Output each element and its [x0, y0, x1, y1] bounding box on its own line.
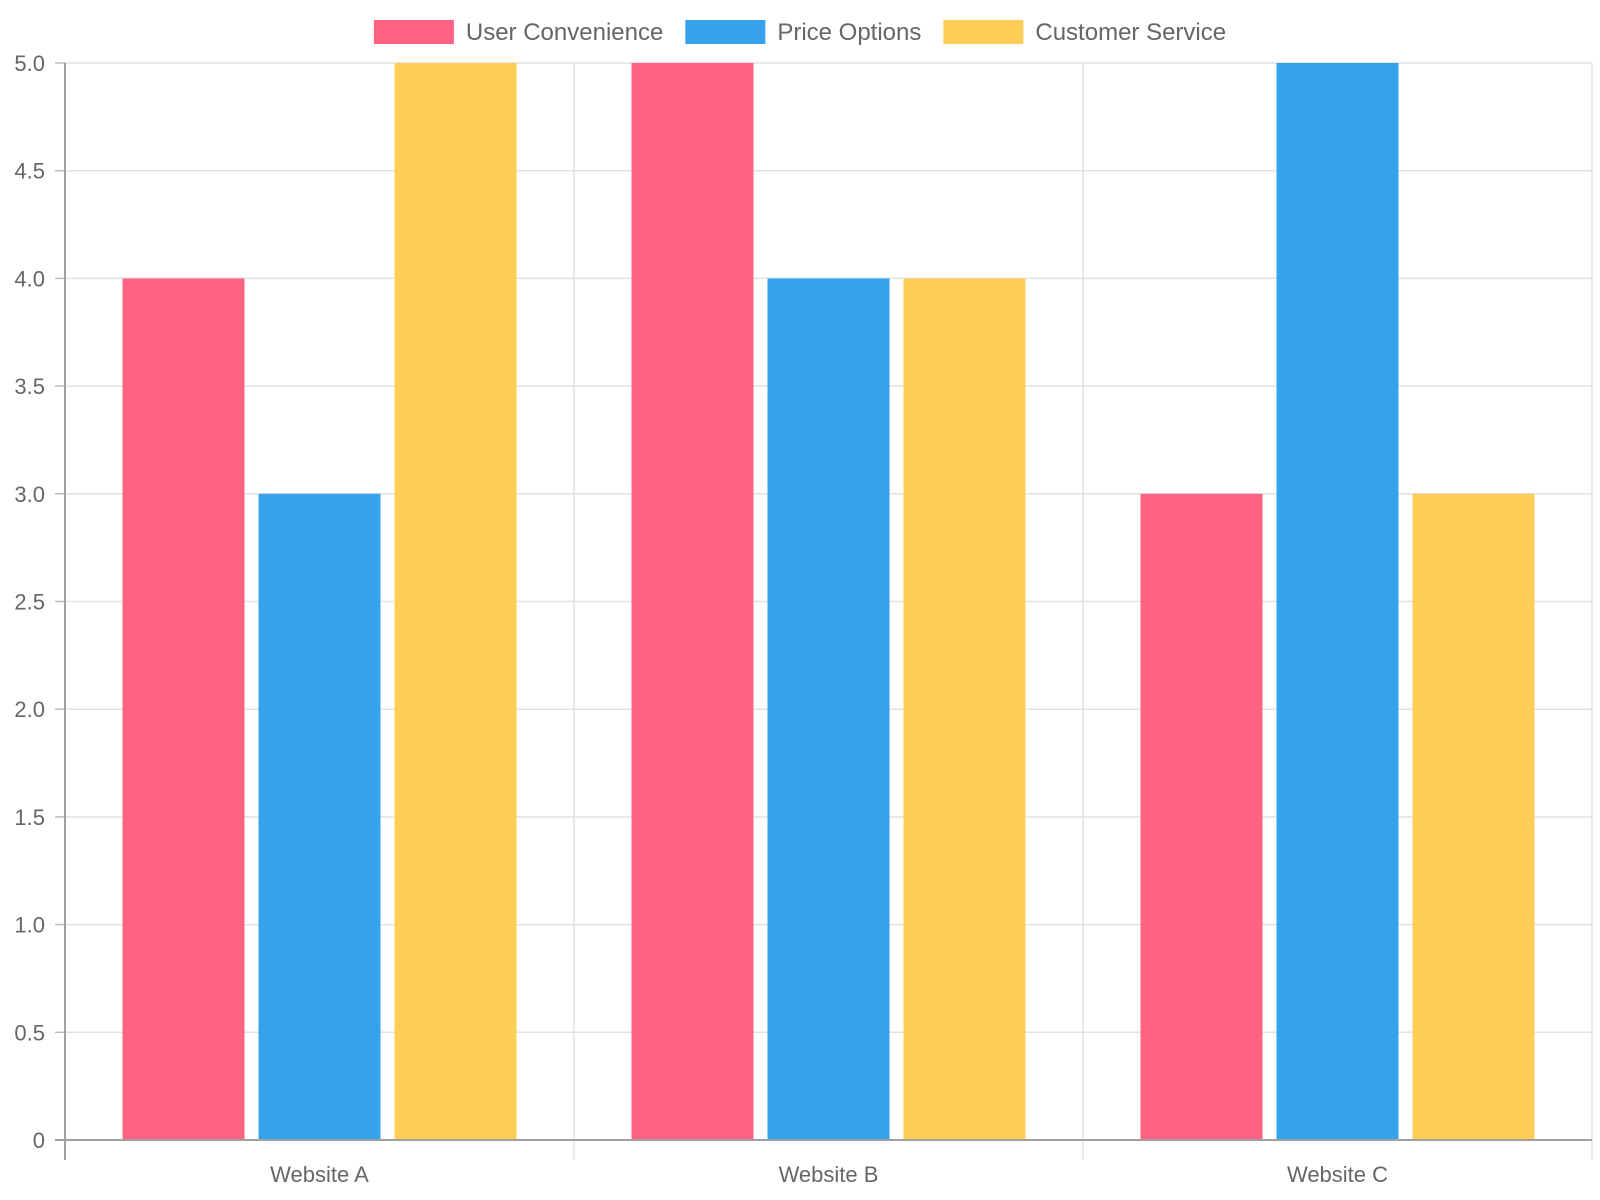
- bar-user-convenience-website-a: [122, 278, 245, 1140]
- bar-customer-service-website-b: [903, 278, 1026, 1140]
- bars: [122, 63, 1535, 1140]
- y-tick-label: 0.5: [14, 1020, 45, 1045]
- legend-swatch-user-convenience: [373, 20, 454, 44]
- y-tick-label: 1.0: [14, 913, 45, 938]
- x-tick-label: Website C: [1287, 1162, 1388, 1187]
- bar-price-options-website-b: [767, 278, 890, 1140]
- legend-label-user-convenience: User Convenience: [466, 19, 663, 46]
- y-tick-label: 2.5: [14, 590, 45, 615]
- y-tick-label: 1.5: [14, 805, 45, 830]
- bar-price-options-website-c: [1276, 63, 1399, 1140]
- bar-customer-service-website-c: [1412, 493, 1535, 1140]
- legend-label-customer-service: Customer Service: [1035, 19, 1226, 46]
- y-tick-label: 4.0: [14, 266, 45, 291]
- y-tick-label: 3.5: [14, 374, 45, 399]
- y-tick-label: 5.0: [14, 51, 45, 76]
- legend-swatch-customer-service: [943, 20, 1024, 44]
- y-tick-label: 0: [33, 1128, 45, 1153]
- legend: User Convenience Price Options Customer Se…: [373, 19, 1226, 46]
- x-tick-label: Website B: [779, 1162, 879, 1187]
- x-tick-label: Website A: [270, 1162, 369, 1187]
- legend-label-price-options: Price Options: [777, 19, 921, 46]
- y-tick-label: 3.0: [14, 482, 45, 507]
- bar-user-convenience-website-b: [631, 63, 754, 1140]
- bar-customer-service-website-a: [394, 63, 517, 1140]
- axes: 0 0.5 1.0 1.5 2.0 2.5 3.0 3.5 4.0 4.5 5.0 Website A…: [14, 51, 1593, 1187]
- bar-price-options-website-a: [258, 493, 381, 1140]
- y-tick-label: 4.5: [14, 159, 45, 184]
- bar-user-convenience-website-c: [1140, 493, 1263, 1140]
- y-tick-label: 2.0: [14, 697, 45, 722]
- legend-swatch-price-options: [685, 20, 766, 44]
